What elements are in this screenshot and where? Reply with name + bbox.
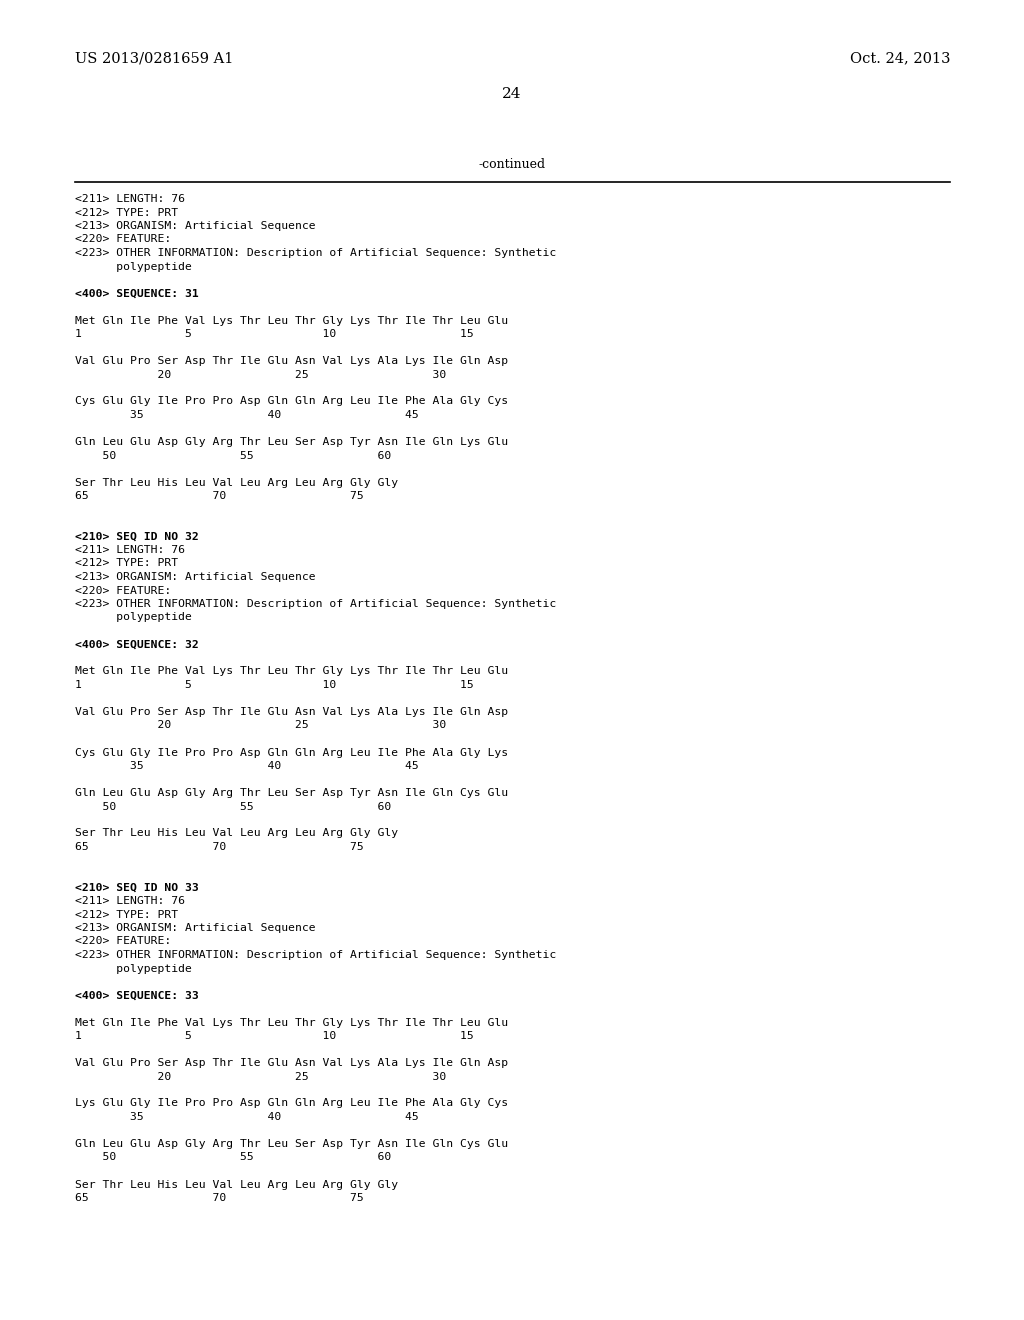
Text: 20                  25                  30: 20 25 30 [75, 370, 446, 380]
Text: Val Glu Pro Ser Asp Thr Ile Glu Asn Val Lys Ala Lys Ile Gln Asp: Val Glu Pro Ser Asp Thr Ile Glu Asn Val … [75, 708, 508, 717]
Text: Oct. 24, 2013: Oct. 24, 2013 [850, 51, 950, 65]
Text: <213> ORGANISM: Artificial Sequence: <213> ORGANISM: Artificial Sequence [75, 220, 315, 231]
Text: Ser Thr Leu His Leu Val Leu Arg Leu Arg Gly Gly: Ser Thr Leu His Leu Val Leu Arg Leu Arg … [75, 1180, 398, 1189]
Text: <210> SEQ ID NO 33: <210> SEQ ID NO 33 [75, 883, 199, 892]
Text: 35                  40                  45: 35 40 45 [75, 1111, 419, 1122]
Text: <223> OTHER INFORMATION: Description of Artificial Sequence: Synthetic: <223> OTHER INFORMATION: Description of … [75, 599, 556, 609]
Text: <223> OTHER INFORMATION: Description of Artificial Sequence: Synthetic: <223> OTHER INFORMATION: Description of … [75, 950, 556, 960]
Text: <210> SEQ ID NO 32: <210> SEQ ID NO 32 [75, 532, 199, 541]
Text: Cys Glu Gly Ile Pro Pro Asp Gln Gln Arg Leu Ile Phe Ala Gly Cys: Cys Glu Gly Ile Pro Pro Asp Gln Gln Arg … [75, 396, 508, 407]
Text: 50                  55                  60: 50 55 60 [75, 801, 391, 812]
Text: <220> FEATURE:: <220> FEATURE: [75, 936, 171, 946]
Text: 50                  55                  60: 50 55 60 [75, 1152, 391, 1163]
Text: Gln Leu Glu Asp Gly Arg Thr Leu Ser Asp Tyr Asn Ile Gln Cys Glu: Gln Leu Glu Asp Gly Arg Thr Leu Ser Asp … [75, 788, 508, 799]
Text: 20                  25                  30: 20 25 30 [75, 1072, 446, 1081]
Text: Met Gln Ile Phe Val Lys Thr Leu Thr Gly Lys Thr Ile Thr Leu Glu: Met Gln Ile Phe Val Lys Thr Leu Thr Gly … [75, 667, 508, 676]
Text: Ser Thr Leu His Leu Val Leu Arg Leu Arg Gly Gly: Ser Thr Leu His Leu Val Leu Arg Leu Arg … [75, 478, 398, 487]
Text: Met Gln Ile Phe Val Lys Thr Leu Thr Gly Lys Thr Ile Thr Leu Glu: Met Gln Ile Phe Val Lys Thr Leu Thr Gly … [75, 1018, 508, 1027]
Text: 35                  40                  45: 35 40 45 [75, 762, 419, 771]
Text: 24: 24 [502, 87, 522, 102]
Text: 65                  70                  75: 65 70 75 [75, 491, 364, 502]
Text: 1               5                   10                  15: 1 5 10 15 [75, 680, 474, 690]
Text: polypeptide: polypeptide [75, 261, 191, 272]
Text: <220> FEATURE:: <220> FEATURE: [75, 235, 171, 244]
Text: 65                  70                  75: 65 70 75 [75, 1193, 364, 1203]
Text: 50                  55                  60: 50 55 60 [75, 450, 391, 461]
Text: polypeptide: polypeptide [75, 964, 191, 974]
Text: <212> TYPE: PRT: <212> TYPE: PRT [75, 558, 178, 569]
Text: 20                  25                  30: 20 25 30 [75, 721, 446, 730]
Text: -continued: -continued [478, 158, 546, 172]
Text: Ser Thr Leu His Leu Val Leu Arg Leu Arg Gly Gly: Ser Thr Leu His Leu Val Leu Arg Leu Arg … [75, 829, 398, 838]
Text: 1               5                   10                  15: 1 5 10 15 [75, 1031, 474, 1041]
Text: 35                  40                  45: 35 40 45 [75, 411, 419, 420]
Text: <212> TYPE: PRT: <212> TYPE: PRT [75, 207, 178, 218]
Text: <211> LENGTH: 76: <211> LENGTH: 76 [75, 194, 185, 205]
Text: polypeptide: polypeptide [75, 612, 191, 623]
Text: <211> LENGTH: 76: <211> LENGTH: 76 [75, 545, 185, 554]
Text: <400> SEQUENCE: 31: <400> SEQUENCE: 31 [75, 289, 199, 298]
Text: <220> FEATURE:: <220> FEATURE: [75, 586, 171, 595]
Text: Lys Glu Gly Ile Pro Pro Asp Gln Gln Arg Leu Ile Phe Ala Gly Cys: Lys Glu Gly Ile Pro Pro Asp Gln Gln Arg … [75, 1098, 508, 1109]
Text: Val Glu Pro Ser Asp Thr Ile Glu Asn Val Lys Ala Lys Ile Gln Asp: Val Glu Pro Ser Asp Thr Ile Glu Asn Val … [75, 1059, 508, 1068]
Text: <212> TYPE: PRT: <212> TYPE: PRT [75, 909, 178, 920]
Text: <400> SEQUENCE: 33: <400> SEQUENCE: 33 [75, 990, 199, 1001]
Text: Cys Glu Gly Ile Pro Pro Asp Gln Gln Arg Leu Ile Phe Ala Gly Lys: Cys Glu Gly Ile Pro Pro Asp Gln Gln Arg … [75, 747, 508, 758]
Text: <213> ORGANISM: Artificial Sequence: <213> ORGANISM: Artificial Sequence [75, 923, 315, 933]
Text: <223> OTHER INFORMATION: Description of Artificial Sequence: Synthetic: <223> OTHER INFORMATION: Description of … [75, 248, 556, 257]
Text: <400> SEQUENCE: 32: <400> SEQUENCE: 32 [75, 639, 199, 649]
Text: 1               5                   10                  15: 1 5 10 15 [75, 329, 474, 339]
Text: <211> LENGTH: 76: <211> LENGTH: 76 [75, 896, 185, 906]
Text: Val Glu Pro Ser Asp Thr Ile Glu Asn Val Lys Ala Lys Ile Gln Asp: Val Glu Pro Ser Asp Thr Ile Glu Asn Val … [75, 356, 508, 366]
Text: Met Gln Ile Phe Val Lys Thr Leu Thr Gly Lys Thr Ile Thr Leu Glu: Met Gln Ile Phe Val Lys Thr Leu Thr Gly … [75, 315, 508, 326]
Text: US 2013/0281659 A1: US 2013/0281659 A1 [75, 51, 233, 65]
Text: 65                  70                  75: 65 70 75 [75, 842, 364, 851]
Text: <213> ORGANISM: Artificial Sequence: <213> ORGANISM: Artificial Sequence [75, 572, 315, 582]
Text: Gln Leu Glu Asp Gly Arg Thr Leu Ser Asp Tyr Asn Ile Gln Cys Glu: Gln Leu Glu Asp Gly Arg Thr Leu Ser Asp … [75, 1139, 508, 1148]
Text: Gln Leu Glu Asp Gly Arg Thr Leu Ser Asp Tyr Asn Ile Gln Lys Glu: Gln Leu Glu Asp Gly Arg Thr Leu Ser Asp … [75, 437, 508, 447]
